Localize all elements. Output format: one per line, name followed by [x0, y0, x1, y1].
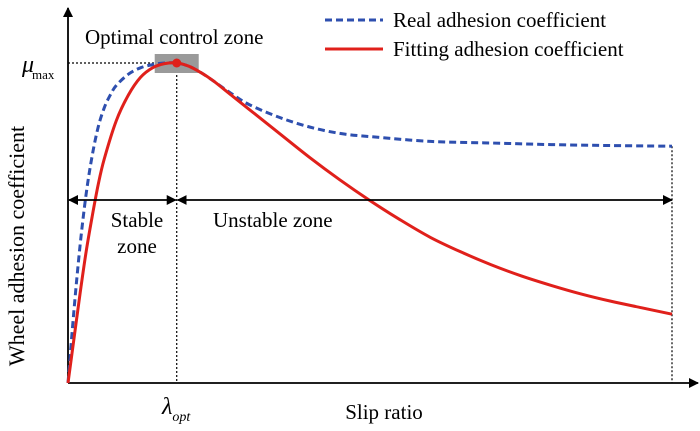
lambda-subscript: opt — [172, 410, 191, 425]
annotation-unstable-zone: Unstable zone — [213, 208, 333, 232]
legend-label-real: Real adhesion coefficient — [393, 8, 606, 32]
annotation-optimal-control-zone: Optimal control zone — [85, 25, 263, 49]
x-tick-lambda-opt: λopt — [161, 394, 191, 425]
legend-label-fitting: Fitting adhesion coefficient — [393, 37, 624, 61]
x-axis-label: Slip ratio — [345, 400, 423, 424]
mu-symbol: μ — [21, 52, 34, 78]
mu-subscript: max — [32, 67, 55, 82]
lambda-symbol: λ — [161, 394, 172, 420]
legend: Real adhesion coefficient Fitting adhesi… — [325, 8, 624, 61]
y-tick-mu-max: μmax — [21, 52, 55, 82]
y-axis-label: Wheel adhesion coefficient — [4, 126, 29, 366]
annotation-zone: zone — [117, 234, 157, 258]
annotation-stable: Stable — [111, 208, 164, 232]
series-line-fitting-adhesion — [66, 61, 673, 384]
peak-point — [172, 58, 182, 68]
